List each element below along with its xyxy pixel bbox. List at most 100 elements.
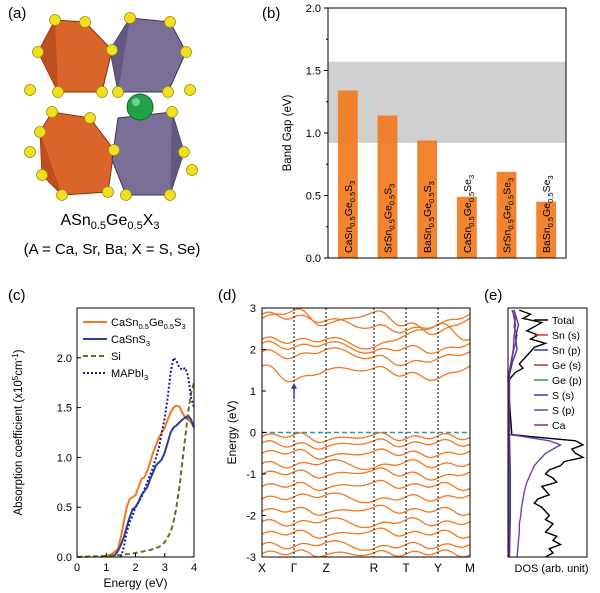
legend-e-label-4: Ge (p)	[552, 375, 582, 387]
octahedron-upper-left-face	[38, 20, 58, 92]
legend-e-label-0: Total	[552, 315, 574, 327]
kpoint-label-1: Γ	[291, 561, 298, 575]
panel-b-label: (b)	[262, 5, 280, 22]
ylabel-c: Absorption coefficient (x105cm-1)	[11, 349, 25, 515]
xtick-label-c-1: 1	[103, 562, 109, 574]
ytick-label-b-2: 1.0	[306, 128, 321, 140]
ytick-label-c-1: 0.5	[57, 502, 72, 514]
octahedron-lower-right-face	[170, 112, 184, 195]
bar-3	[456, 196, 477, 258]
valence-band-10	[261, 540, 471, 552]
ylabel-d: Energy (eV)	[225, 400, 239, 464]
ytick-label-d-3: 0	[250, 428, 256, 440]
conduction-band-2	[261, 322, 471, 350]
panel-d-label: (d)	[218, 287, 236, 304]
legend-e-label-7: Ca	[552, 420, 566, 432]
chart-e-frame	[507, 307, 588, 558]
bar-4	[496, 171, 517, 258]
legend-e-label-1: Sn (s)	[552, 330, 580, 342]
a-site-cation-highlight	[132, 98, 140, 106]
kpoint-label-2: Z	[322, 561, 329, 575]
kpoint-label-6: M	[465, 561, 475, 575]
valence-band-1	[261, 438, 471, 450]
ytick-label-d-0: -3	[246, 552, 256, 564]
kpoint-label-5: Y	[434, 561, 442, 575]
octahedron-lower-left-face	[40, 132, 62, 195]
legend-e-label-2: Sn (p)	[552, 345, 581, 357]
transition-arrow-head	[291, 382, 297, 389]
legend-c-label-1: CaSnS3	[111, 334, 150, 348]
legend-e-label-3: Ge (s)	[552, 360, 581, 372]
xlabel-e: DOS (arb. unit)	[515, 563, 589, 575]
ytick-label-b-1: 0.5	[306, 191, 321, 203]
valence-band-7	[261, 504, 471, 517]
legend-c-label-2: Si	[111, 351, 121, 363]
xtick-label-c-3: 3	[162, 562, 168, 574]
panel-a-label: (a)	[8, 5, 26, 22]
bar-0	[337, 90, 358, 258]
conduction-band-3	[261, 340, 471, 355]
bar-label-0: CaSn0.5Ge0.5S3	[343, 181, 357, 253]
xtick-label-c-0: 0	[74, 562, 80, 574]
bar-label-4: SrSn0.5Ge0.5Se3	[502, 178, 516, 253]
bar-label-5: BaSn0.5Ge0.5Se3	[541, 175, 555, 253]
ytick-label-b-4: 2.0	[306, 3, 321, 15]
ytick-label-d-2: -1	[246, 469, 256, 481]
series-c-2	[76, 382, 195, 558]
band-gap-shaded-region	[328, 61, 566, 143]
dos-series-2	[508, 309, 520, 558]
kpoint-label-3: R	[370, 561, 379, 575]
legend-c-label-3: MAPbI3	[111, 368, 148, 382]
xtick-label-c-2: 2	[132, 562, 138, 574]
dos-series-1	[507, 309, 563, 558]
ytick-label-c-4: 2.0	[57, 353, 72, 365]
bar-label-2: BaSn0.5Ge0.5S3	[422, 181, 436, 253]
ytick-label-b-3: 1.5	[306, 66, 321, 78]
bar-label-1: SrSn0.5Ge0.5S3	[383, 184, 397, 253]
panel-d: (d) X Γ Z R T Y M -3 -2 -1 0 1 2 3 Energy (eV)	[218, 287, 475, 575]
chart-e: Total Sn (s) Sn (p) Ge (s) Ge (p) S (s) S (p) C…	[507, 307, 589, 575]
valence-band-0	[261, 431, 471, 444]
dos-series-3	[508, 309, 517, 557]
series-c-0	[100, 404, 195, 558]
ytick-label-d-5: 2	[250, 345, 256, 357]
legend-e-label-5: S (s)	[552, 390, 574, 402]
a-site-cation	[126, 93, 154, 121]
series-c-1	[108, 414, 195, 558]
panel-b: (b) CaSn0.5Ge0.5S3 SrSn0.5Ge0.5S3 BaSn0.5G…	[262, 3, 567, 265]
panel-e: (e) Total Sn (s) Sn (p) Ge (s) Ge (p) S (s) S …	[484, 287, 588, 575]
ytick-label-d-4: 1	[250, 386, 256, 398]
octahedron-upper-right-face	[110, 18, 130, 92]
chart-d: X Γ Z R T Y M -3 -2 -1 0 1 2 3 Energy (eV)	[225, 303, 475, 575]
ylabel-b: Band Gap (eV)	[282, 94, 294, 171]
legend-e-label-6: S (p)	[552, 405, 575, 417]
formula: ASn0.5Ge0.5X3	[61, 212, 160, 232]
ytick-label-c-3: 1.5	[57, 403, 72, 415]
valence-band-9	[261, 527, 471, 539]
formula-caption: (A = Ca, Sr, Ba; X = S, Se)	[24, 241, 201, 258]
kpoint-label-4: T	[402, 561, 410, 575]
dos-series-0	[507, 309, 585, 558]
ytick-label-c-0: 0.0	[57, 552, 72, 564]
crystal-structure-image	[24, 12, 198, 201]
series-c-3	[119, 355, 195, 558]
valence-band-8	[261, 517, 471, 529]
valence-band-6	[261, 492, 471, 504]
panel-e-label: (e)	[484, 287, 502, 304]
bar-1	[377, 115, 398, 258]
ytick-label-d-6: 3	[250, 303, 256, 315]
chart-c: 0 1 2 3 4 0.0 0.5 1.0 1.5 2.0 Energy (eV) Absorptio…	[11, 307, 197, 590]
anion-spheres	[24, 12, 198, 201]
legend-c-label-0: CaSn0.5Ge0.5S3	[111, 317, 186, 331]
conduction-band-5	[261, 364, 471, 383]
bar-label-3: CaSn0.5Ge0.5Se3	[462, 175, 476, 253]
xlabel-c: Energy (eV)	[103, 576, 167, 590]
valence-band-3	[261, 458, 471, 471]
panel-a: (a)	[8, 5, 200, 258]
ytick-label-b-0: 0.0	[306, 253, 321, 265]
valence-band-5	[261, 479, 471, 492]
conduction-band-1	[261, 308, 471, 336]
ytick-label-c-2: 1.0	[57, 452, 72, 464]
bar-2	[417, 140, 438, 258]
